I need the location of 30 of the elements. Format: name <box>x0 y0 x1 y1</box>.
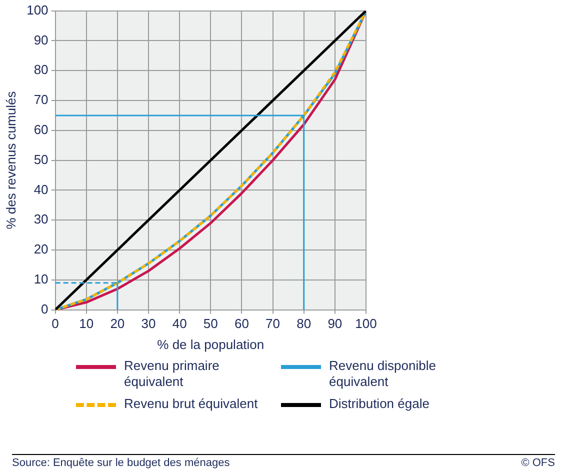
legend-label: Revenu disponible équivalent <box>329 358 437 390</box>
y-tick-label: 100 <box>26 2 48 18</box>
x-tick-label: 50 <box>203 316 218 332</box>
y-tick-label: 80 <box>34 62 48 78</box>
x-tick-label: 100 <box>355 316 377 332</box>
text: © OFS <box>521 457 555 469</box>
y-tick-label: 60 <box>34 122 48 137</box>
x-tick-label: 20 <box>110 316 125 332</box>
y-tick-label: 30 <box>34 212 48 227</box>
x-tick-label: 70 <box>266 316 280 332</box>
x-tick-label: 0 <box>52 316 59 332</box>
y-tick-label: 10 <box>34 271 48 286</box>
x-tick-label: 60 <box>234 316 249 332</box>
y-tick-label: 50 <box>34 152 48 167</box>
x-tick-label: 80 <box>296 316 312 332</box>
y-tick-label: 90 <box>34 32 48 48</box>
x-tick-label: 10 <box>79 316 94 332</box>
y-axis-title: % des revenus cumulés <box>3 90 18 230</box>
legend-label: Distribution égale <box>329 396 430 412</box>
source-note: Source: Enquête sur le budget des ménages <box>12 457 230 469</box>
y-tick-label: 70 <box>34 92 48 108</box>
legend-label: Revenu primaire équivalent <box>124 358 220 390</box>
x-tick-label: 30 <box>141 316 156 332</box>
y-tick-label: 40 <box>34 182 48 197</box>
x-tick-label: 90 <box>328 316 342 332</box>
legend-label: Revenu brut équivalent <box>124 396 259 412</box>
x-axis-title: % de la population <box>157 336 264 352</box>
y-tick-label: 0 <box>41 301 48 316</box>
x-tick-label: 40 <box>172 316 187 332</box>
y-tick-label: 20 <box>34 242 48 257</box>
